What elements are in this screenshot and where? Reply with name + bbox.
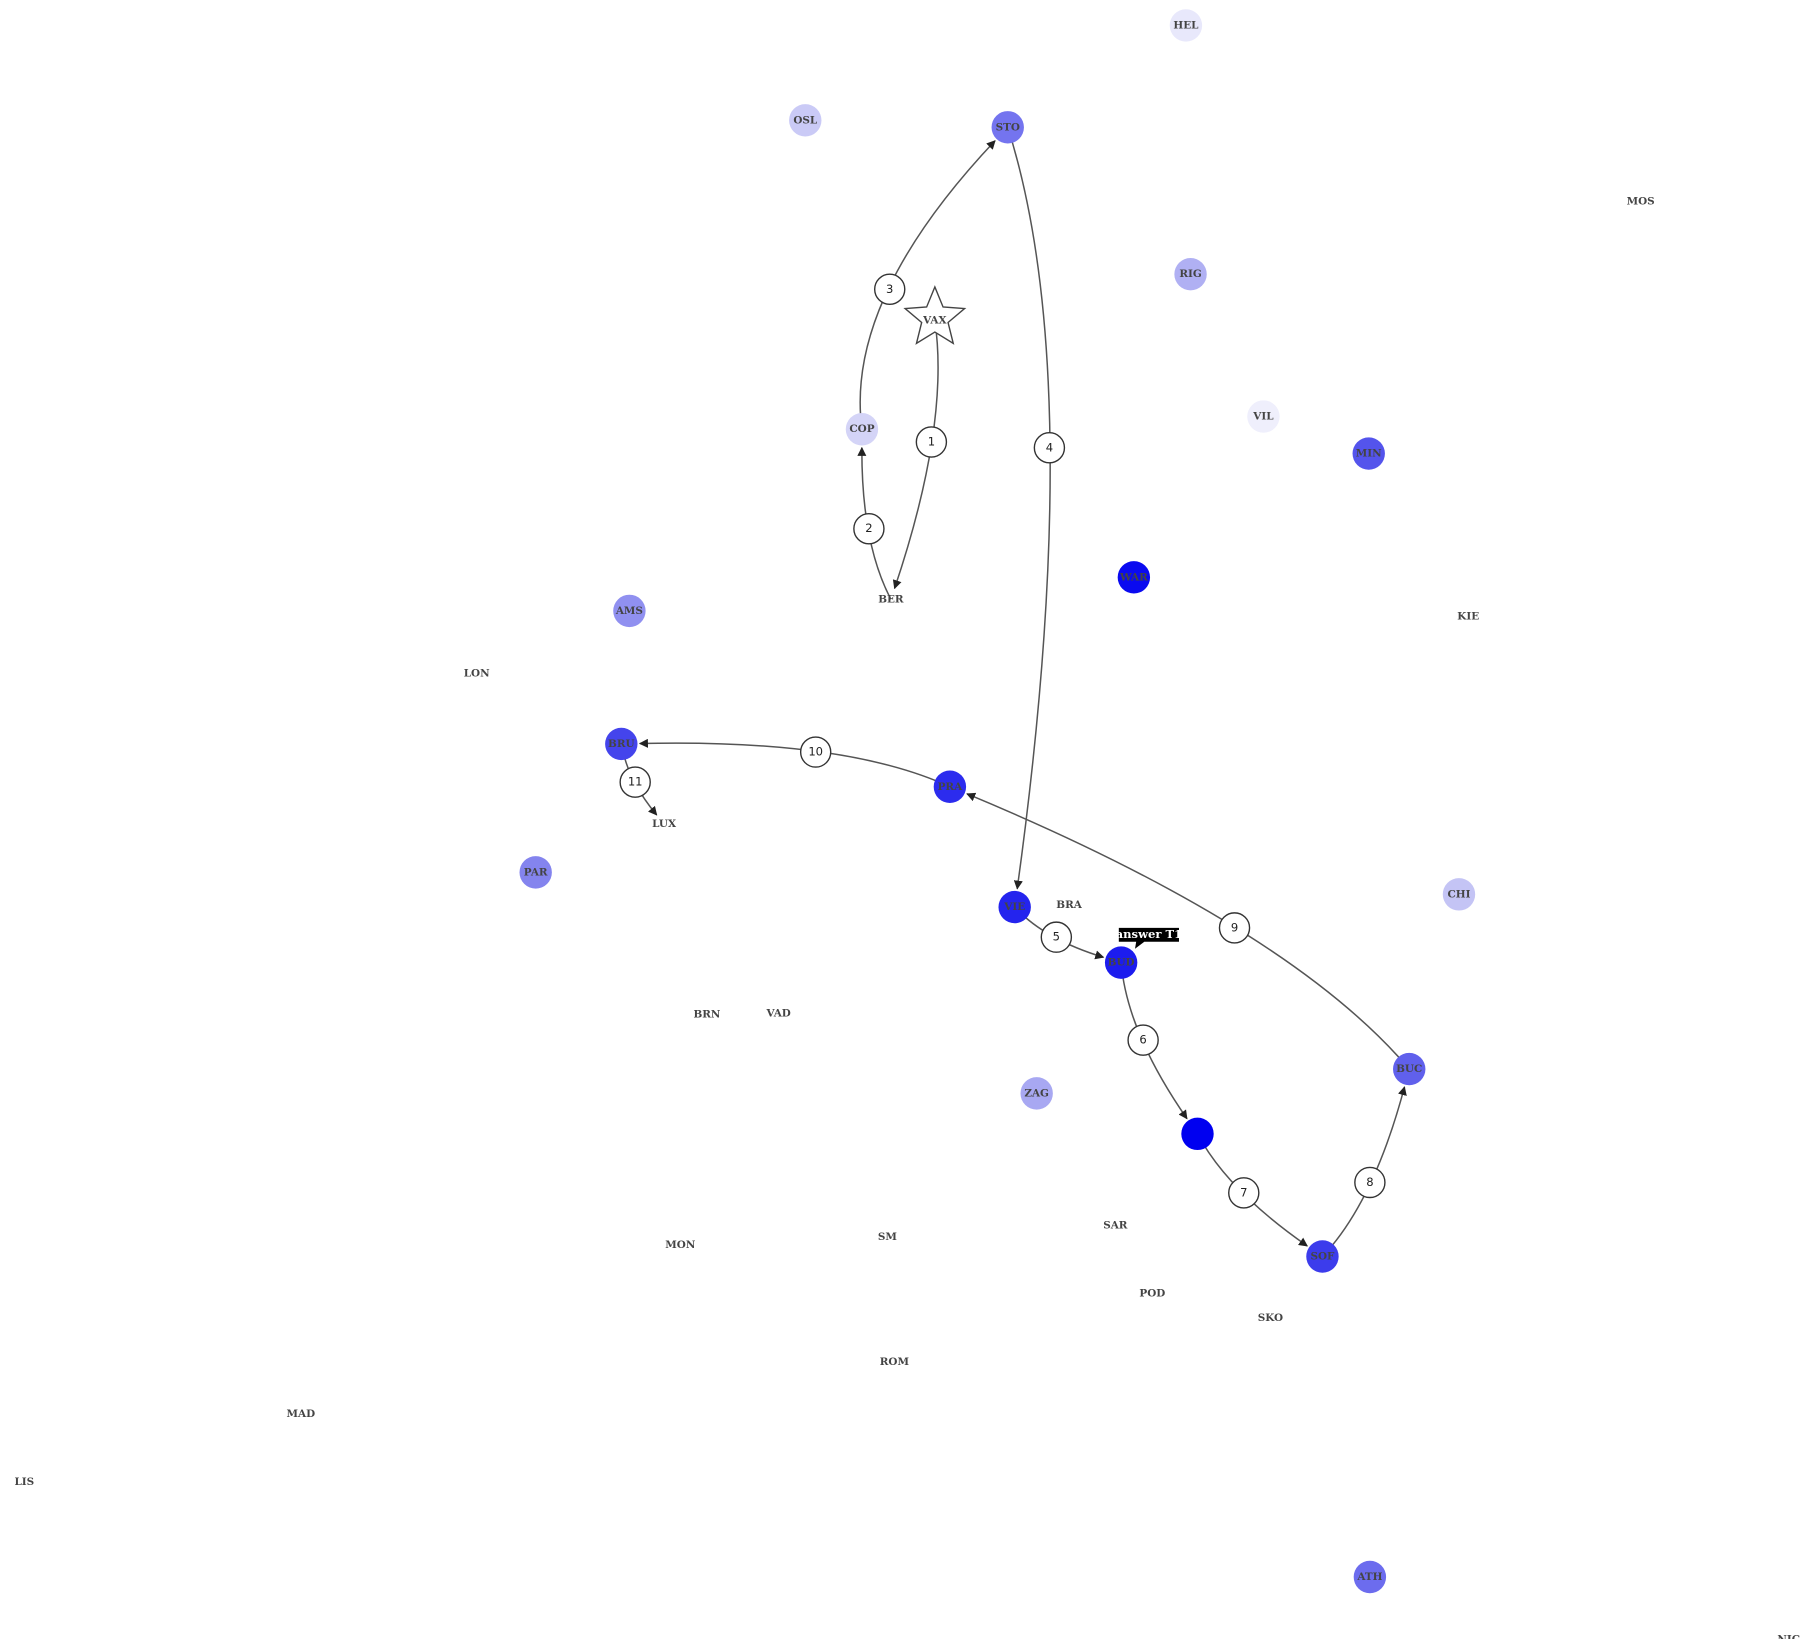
step-node: [1033, 432, 1066, 464]
city-node: [1393, 1052, 1426, 1086]
city-label: PAR: [524, 866, 548, 878]
city-label: MON: [665, 1239, 696, 1251]
step-node: [1228, 1177, 1260, 1209]
city-node: [1306, 1240, 1339, 1273]
city-label: BER: [878, 593, 904, 605]
city-label: ATH: [1356, 1571, 1382, 1583]
step-node: [915, 426, 948, 458]
city-label: VIE: [1003, 901, 1025, 913]
step-label: 2: [865, 521, 872, 535]
city-label: BUD: [1108, 957, 1135, 969]
route-edge: [1007, 127, 1051, 890]
city-label: SAR: [1103, 1219, 1128, 1231]
step-node: [1354, 1166, 1386, 1199]
city-node: [1353, 1560, 1387, 1594]
city-node: [1442, 878, 1476, 911]
step-label: 3: [886, 282, 893, 296]
step-node: [1127, 1024, 1159, 1056]
step-node: [799, 736, 832, 768]
step-label: 11: [628, 775, 643, 789]
city-label: SOF: [1310, 1251, 1335, 1263]
city-label: OSL: [793, 114, 818, 126]
city-node: [1181, 1117, 1214, 1151]
city-label: MAD: [287, 1408, 316, 1420]
city-node: [998, 890, 1031, 924]
city-node: [1169, 9, 1203, 42]
city-label: LUX: [652, 818, 677, 830]
city-node: [933, 770, 967, 803]
city-label: CHI: [1447, 888, 1470, 900]
city-node: [789, 104, 822, 137]
callout-box: [1118, 927, 1179, 949]
step-label: 5: [1053, 930, 1060, 944]
city-label: KIE: [1457, 611, 1479, 623]
diagram-layer: HEL OSL STO MOS RIG VAX VIL MIN COP WAR BER AMS KIE L…: [14, 9, 1800, 1639]
city-label: ROM: [880, 1356, 910, 1368]
city-node: [1117, 561, 1151, 594]
city-label: COP: [849, 423, 874, 435]
city-label: RIG: [1179, 268, 1202, 280]
city-label: BRA: [1056, 899, 1082, 911]
city-label: BUC: [1396, 1063, 1422, 1075]
city-label: STO: [996, 121, 1020, 133]
city-label: BRU: [608, 738, 635, 750]
city-label: ZAG: [1024, 1087, 1049, 1099]
step-label: 10: [808, 745, 823, 759]
step-label: 9: [1231, 920, 1238, 934]
step-label: 8: [1366, 1175, 1373, 1189]
city-node: [1020, 1077, 1053, 1110]
step-label: 1: [928, 434, 935, 448]
city-label: PRA: [938, 781, 963, 793]
step-label: 6: [1139, 1033, 1146, 1047]
city-label: SKO: [1258, 1312, 1283, 1324]
city-label: HEL: [1173, 19, 1199, 31]
city-node: [613, 594, 646, 628]
city-node: [605, 727, 638, 761]
city-label: WAR: [1119, 571, 1148, 583]
route-edge: [638, 738, 951, 788]
step-node: [873, 273, 906, 305]
city-node: [1174, 258, 1207, 291]
city-node: [845, 413, 879, 446]
city-label: NIC: [1777, 1633, 1800, 1639]
step-node: [1040, 921, 1073, 953]
step-label: 7: [1240, 1185, 1247, 1199]
city-label: POD: [1139, 1288, 1165, 1300]
city-node: [991, 111, 1024, 144]
city-label: AMS: [615, 605, 643, 617]
city-node: [519, 856, 552, 889]
city-node: [1247, 400, 1280, 433]
city-node: [1104, 946, 1138, 979]
city-label: SM: [878, 1231, 898, 1243]
city-label: MIN: [1356, 448, 1382, 460]
city-label: VAD: [765, 1008, 790, 1020]
step-label: 4: [1046, 440, 1053, 454]
step-node: [1218, 912, 1251, 944]
city-node: [1352, 437, 1385, 470]
city-label: BRN: [693, 1009, 720, 1021]
step-node: [619, 766, 651, 798]
city-label: LIS: [14, 1476, 34, 1488]
step-node: [853, 513, 885, 545]
start-star: [903, 285, 967, 345]
city-label: MOS: [1627, 195, 1655, 207]
city-label: LON: [464, 667, 490, 679]
route-edge: [966, 792, 1410, 1070]
callout-text: answer T1: [1116, 927, 1182, 941]
city-label: VIL: [1252, 411, 1274, 423]
city-label: VAX: [922, 314, 947, 326]
